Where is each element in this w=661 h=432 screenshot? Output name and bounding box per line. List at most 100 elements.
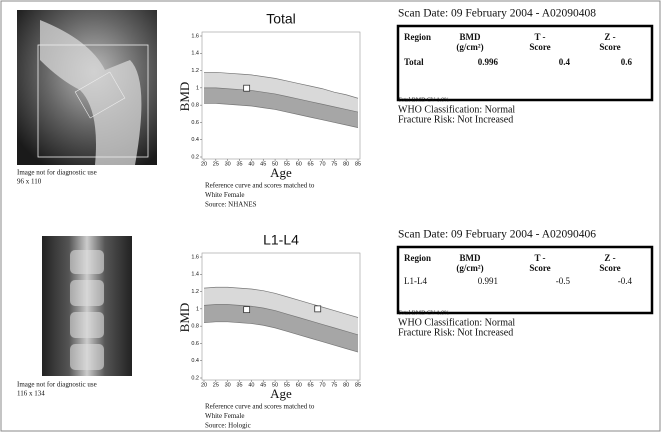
table-header: Score [599,263,620,273]
y-tick-label: 0.2 [191,154,199,160]
plot-frame [201,31,361,160]
y-tick-label: 1.2 [191,68,199,74]
table-header: Score [529,42,550,52]
scan-date: Scan Date: 09 February 2004 - A02090408 [398,8,596,20]
y-tick-label: 1.4 [191,272,199,278]
x-tick-label: 25 [213,382,219,388]
x-tick-label: 85 [355,161,361,167]
x-axis-label: Age [270,165,292,180]
scan-note: Fracture Risk: Not Increased [398,114,513,125]
table-header: Region [404,32,431,42]
scan-note: WHO Classification: Normal [398,104,515,115]
x-tick-label: 60 [296,161,302,167]
table-header: Region [404,253,431,263]
image-note: 116 x 134 [17,390,45,398]
reference-curve [203,286,359,318]
reference-band-lower [204,87,358,128]
x-tick-label: 35 [236,161,242,167]
reference-note: White Female [205,412,244,420]
table-cell: 0.991 [478,276,498,286]
reference-note: White Female [205,191,244,199]
patient-point [243,84,251,92]
reference-curve [203,321,359,353]
reference-curve [204,87,359,113]
y-tick-label: 1.6 [191,33,199,39]
x-tick-label: 75 [331,161,337,167]
x-tick-label: 20 [201,382,207,388]
x-tick-label: 35 [236,382,242,388]
x-tick-label: 80 [343,382,349,388]
x-tick-label: 85 [355,382,361,388]
y-axis-label: BMD [177,303,192,333]
y-tick-label: 0.8 [191,103,199,109]
scan-date: Scan Date: 09 February 2004 - A02090406 [398,229,596,241]
reference-curve [203,304,359,336]
chart-title: L1-L4 [263,232,299,248]
reference-curve [204,103,359,128]
reference-note: Source: NHANES [205,201,257,209]
y-tick-label: 0.2 [191,375,199,381]
x-tick-label: 55 [284,382,290,388]
x-tick-label: 45 [260,382,266,388]
table-cell: 0.996 [478,57,499,67]
table-header: Z - [604,253,615,263]
reference-band-lower [204,304,358,353]
y-tick-label: 0.6 [191,341,199,347]
table-cell: 0.4 [559,57,571,67]
reference-note: Source: Hologic [205,422,251,430]
plot-frame [201,252,361,381]
y-tick-label: 1 [196,85,199,91]
results-table-border [396,245,654,315]
hip-scan-image [17,10,157,165]
x-tick-label: 30 [225,382,231,388]
table-header: BMD [460,253,481,263]
x-tick-label: 50 [272,382,278,388]
x-axis-label: Age [270,386,292,401]
x-tick-label: 65 [308,382,314,388]
x-tick-label: 40 [248,161,254,167]
y-tick-label: 0.4 [191,137,199,143]
y-axis-label: BMD [177,82,192,112]
x-tick-label: 25 [213,161,219,167]
x-tick-label: 70 [319,382,325,388]
image-note: Image not for diagnostic use [17,381,97,389]
x-tick-label: 20 [201,161,207,167]
scan-note: Total BMD CV 1.0% [398,97,449,103]
reference-band-upper [204,287,358,335]
results-table-border [396,24,654,102]
image-note: Image not for diagnostic use [17,169,97,177]
x-tick-label: 80 [343,161,349,167]
scan-note: Total BMD CV 1.0% [398,310,449,316]
x-tick-label: 70 [319,161,325,167]
x-tick-label: 65 [308,161,314,167]
image-note: 96 x 110 [17,178,42,186]
patient-point [314,305,322,313]
x-tick-label: 60 [296,382,302,388]
y-tick-label: 1.6 [191,254,199,260]
x-tick-label: 30 [225,161,231,167]
table-header: T - [534,253,545,263]
spine-scan-image [42,236,132,376]
table-header: Z - [604,32,615,42]
reference-curve [204,71,359,99]
table-cell: L1-L4 [404,276,427,286]
scan-note: WHO Classification: Normal [398,317,515,328]
table-header: Score [599,42,620,52]
table-header: T - [534,32,545,42]
table-cell: Total [404,57,424,67]
y-tick-label: 0.6 [191,120,199,126]
x-tick-label: 55 [284,161,290,167]
y-tick-label: 0.8 [191,324,199,330]
reference-band-upper [204,72,358,113]
y-tick-label: 0.4 [191,358,199,364]
patient-point [243,306,251,314]
table-cell: -0.5 [556,276,571,286]
scan-note: Fracture Risk: Not Increased [398,327,513,338]
x-tick-label: 50 [272,161,278,167]
reference-note: Reference curve and scores matched to [205,403,315,411]
y-tick-label: 1 [196,306,199,312]
x-tick-label: 75 [331,382,337,388]
chart-title: Total [266,11,296,27]
